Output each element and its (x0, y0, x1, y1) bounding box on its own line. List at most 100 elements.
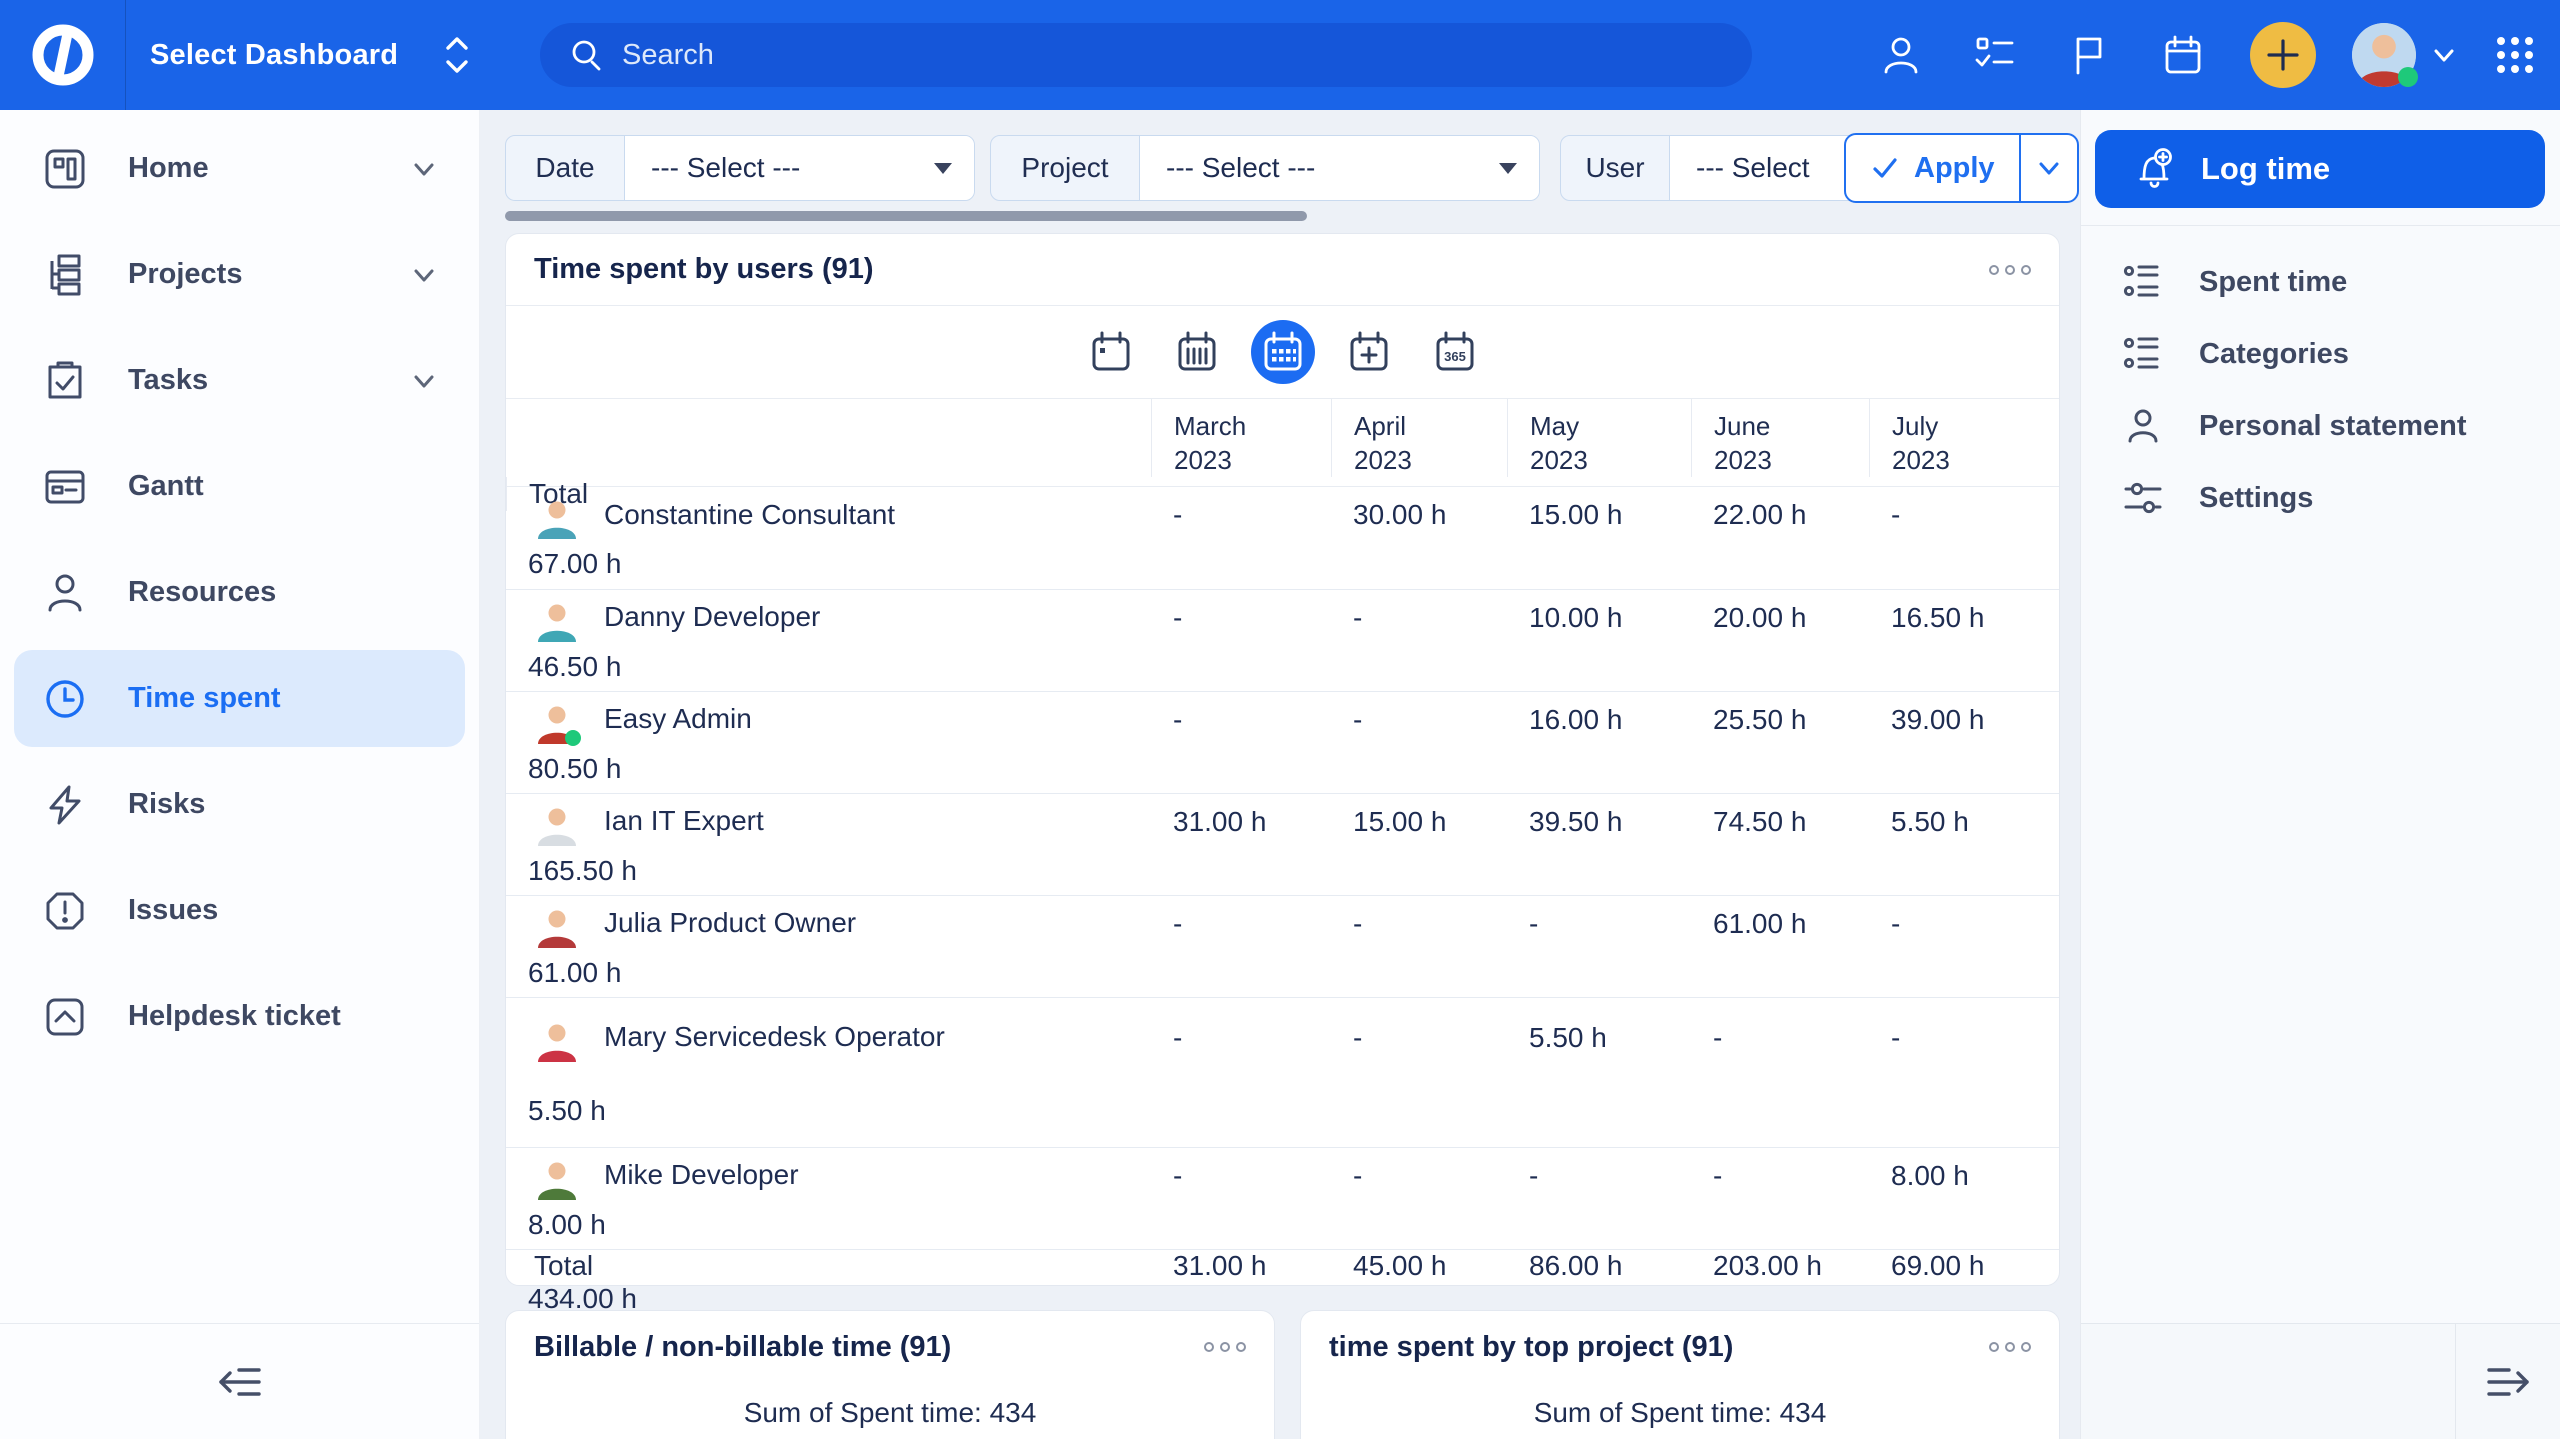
avatar (534, 1015, 580, 1062)
total-cell: 46.50 h (528, 650, 622, 682)
dashboard-selector[interactable]: Select Dashboard (150, 33, 472, 77)
user-link[interactable]: Mike Developer (506, 1152, 1151, 1200)
sidebar-item-issues[interactable]: Issues (14, 862, 465, 959)
total-value-cell: 86.00 h (1529, 1250, 1623, 1282)
column-header-march: March 2023 (1151, 399, 1331, 477)
sidebar-item-label: Home (128, 152, 209, 184)
project-filter-select[interactable]: --- Select --- (1139, 136, 1539, 200)
total-cell: 67.00 h (528, 548, 622, 580)
column-header-june: June 2023 (1691, 399, 1869, 477)
sidebar-item-label: Time spent (128, 682, 281, 714)
sum-label: Sum of Spent time: 434 (743, 1397, 1037, 1428)
period-quarter-icon[interactable] (1337, 320, 1401, 384)
avatar (534, 799, 580, 846)
main-content: Date --- Select --- Project --- Select -… (480, 110, 2080, 1439)
tasks-clipboard-icon (48, 361, 82, 398)
menu-item-spent-time[interactable]: Spent time (2081, 246, 2560, 318)
menu-item-categories[interactable]: Categories (2081, 318, 2560, 390)
value-cell: - (1173, 1160, 1183, 1192)
user-name: Constantine Consultant (604, 498, 896, 530)
total-value-cell: 203.00 h (1713, 1250, 1822, 1282)
apply-options-button[interactable] (2018, 135, 2077, 201)
value-cell: 25.50 h (1713, 704, 1807, 736)
collapse-sidebar-button[interactable] (0, 1323, 479, 1439)
panel-header: Billable / non-billable time (91) (506, 1311, 1274, 1383)
user-name: Mary Servicedesk Operator (604, 1021, 945, 1053)
menu-item-personal-statement[interactable]: Personal statement (2081, 390, 2560, 462)
value-cell: - (1891, 499, 1901, 531)
period-week-icon[interactable] (1165, 320, 1229, 384)
check-icon (1873, 158, 1897, 178)
user-name: Easy Admin (604, 703, 752, 735)
apps-grid-icon[interactable] (2492, 32, 2538, 78)
user-link[interactable]: Easy Admin (506, 696, 1151, 746)
total-cell: 165.50 h (528, 854, 637, 886)
value-cell: - (1529, 908, 1539, 940)
user-link[interactable]: Mary Servicedesk Operator (506, 1014, 1151, 1062)
search-input[interactable] (622, 38, 1752, 72)
column-header-may: May 2023 (1507, 399, 1691, 477)
horizontal-scrollbar[interactable] (505, 211, 1307, 221)
panel-menu-button[interactable] (1989, 1342, 2031, 1352)
online-status-dot (2398, 67, 2418, 87)
avatar (534, 901, 580, 948)
user-link[interactable]: Danny Developer (506, 594, 1151, 642)
sidebar-item-helpdesk-ticket[interactable]: Helpdesk ticket (14, 968, 465, 1065)
sidebar-item-time-spent[interactable]: Time spent (14, 650, 465, 747)
svg-text:365: 365 (1444, 349, 1466, 364)
profile-chevron-down-icon[interactable] (2430, 41, 2458, 69)
menu-item-label: Personal statement (2199, 409, 2467, 442)
task-list-icon[interactable] (1974, 34, 2016, 76)
apply-button[interactable]: Apply (1846, 135, 2019, 201)
left-sidebar: Home Projects Tasks Gantt (0, 110, 480, 1439)
period-year-icon[interactable]: 365 (1423, 320, 1487, 384)
sidebar-item-home[interactable]: Home (14, 120, 465, 217)
period-month-icon[interactable] (1250, 320, 1315, 384)
panel-header: time spent by top project (91) (1301, 1311, 2059, 1383)
value-cell: 16.00 h (1529, 704, 1623, 736)
search-bar[interactable] (540, 23, 1752, 87)
total-value-cell: 45.00 h (1353, 1250, 1447, 1282)
total-label: Total (534, 1250, 594, 1282)
sidebar-item-resources[interactable]: Resources (14, 544, 465, 641)
sidebar-item-projects[interactable]: Projects (14, 226, 465, 323)
table-header-row: March 2023 April 2023 May 2023 June 2023 Jul… (506, 399, 2059, 511)
list-icon (2123, 337, 2159, 369)
sidebar-item-risks[interactable]: Risks (14, 756, 465, 853)
value-cell: - (1173, 908, 1183, 940)
date-filter-label: Date (535, 152, 595, 183)
panel-menu-button[interactable] (1989, 264, 2031, 275)
sidebar-item-tasks[interactable]: Tasks (14, 332, 465, 429)
table-total-row: Total 31.00 h 45.00 h 86.00 h 203.00 h 6… (506, 1249, 2059, 1315)
sidebar-item-gantt[interactable]: Gantt (14, 438, 465, 535)
chevron-down-icon (2039, 162, 2059, 175)
calendar-icon[interactable] (2162, 34, 2204, 76)
divider (2081, 225, 2560, 226)
quick-add-button[interactable] (2250, 22, 2316, 88)
avatar (534, 595, 580, 642)
billable-time-panel: Billable / non-billable time (91) Sum of… (505, 1310, 1275, 1439)
sidebar-item-label: Risks (128, 788, 206, 820)
profile-menu[interactable] (2352, 23, 2418, 87)
flag-icon[interactable] (2068, 34, 2110, 76)
user-name: Julia Product Owner (604, 907, 857, 939)
app-logo[interactable] (0, 0, 126, 110)
value-cell: - (1529, 1160, 1539, 1192)
collapse-right-sidebar-button[interactable] (2455, 1324, 2560, 1439)
user-filter-value: --- Select (1696, 152, 1810, 183)
log-time-button[interactable]: Log time (2095, 130, 2545, 208)
period-day-icon[interactable] (1079, 320, 1143, 384)
menu-item-settings[interactable]: Settings (2081, 462, 2560, 534)
user-filter-label: User (1585, 152, 1645, 183)
chevron-down-icon (414, 375, 434, 387)
user-link[interactable]: Constantine Consultant (506, 492, 1151, 540)
user-link[interactable]: Julia Product Owner (506, 900, 1151, 948)
date-filter-select[interactable]: --- Select --- (624, 136, 974, 200)
topbar: Select Dashboard (0, 0, 2560, 110)
user-link[interactable]: Ian IT Expert (506, 798, 1151, 846)
panel-menu-button[interactable] (1204, 1342, 1246, 1352)
sidebar-item-label: Tasks (128, 364, 209, 396)
total-cell: 8.00 h (528, 1208, 606, 1240)
user-icon[interactable] (1880, 34, 1922, 76)
